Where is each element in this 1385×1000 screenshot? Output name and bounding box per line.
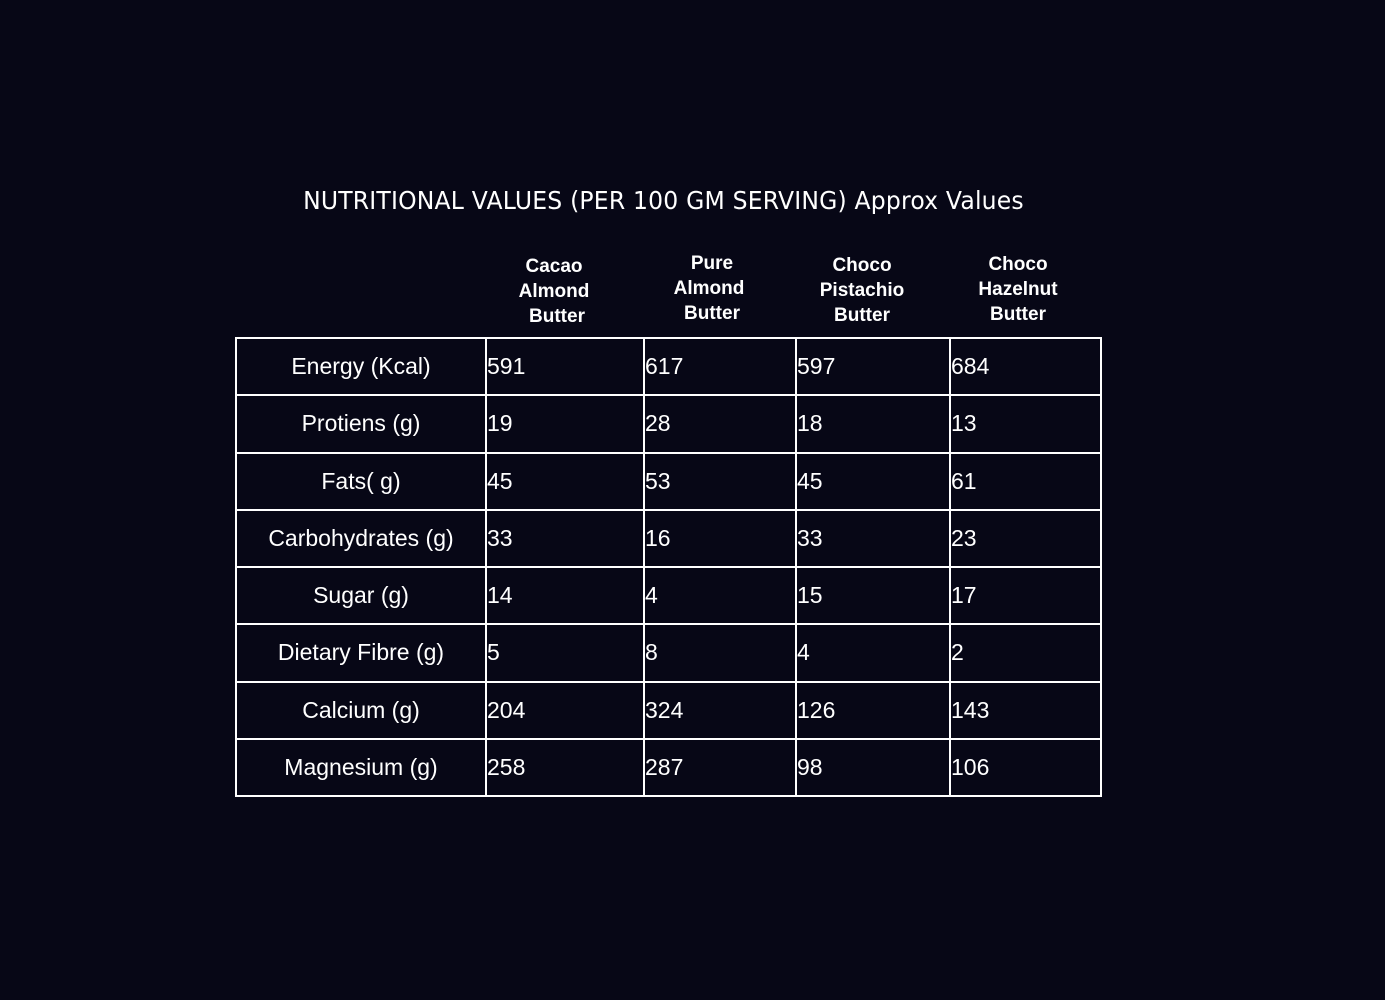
value-cell: 23 [949,508,1102,569]
row-label: Fats( g) [235,451,487,511]
column-header-cacao-almond-butter: Cacao Almond Butter [479,254,629,329]
column-header-line: Almond [518,281,590,302]
table-row: Carbohydrates (g) 33 16 33 23 [235,508,1102,569]
row-label: Carbohydrates (g) [235,508,487,569]
column-header-line: Pistachio [819,280,905,301]
value-cell: 15 [795,565,951,626]
row-label: Protiens (g) [235,394,487,454]
value-cell: 204 [485,680,645,740]
table-row: Magnesium (g) 258 287 98 106 [235,737,1102,798]
value-cell: 45 [485,451,645,511]
value-cell: 33 [485,508,645,569]
value-cell: 258 [485,737,645,798]
value-cell: 13 [949,394,1102,454]
page-title: NUTRITIONAL VALUES (PER 100 GM SERVING) … [303,186,1024,215]
value-cell: 53 [643,451,797,511]
row-label: Energy (Kcal) [235,336,487,397]
value-cell: 126 [795,680,951,740]
column-header-line: Choco [832,255,892,276]
value-cell: 617 [643,336,797,397]
row-label: Magnesium (g) [235,737,487,798]
nutrition-table: Energy (Kcal) 591 617 597 684 Protiens (… [235,336,1102,798]
value-cell: 324 [643,680,797,740]
value-cell: 287 [643,737,797,798]
value-cell: 106 [949,737,1102,798]
table-row: Sugar (g) 14 4 15 17 [235,565,1102,626]
value-cell: 17 [949,565,1102,626]
value-cell: 684 [949,336,1102,397]
column-header-line: Pure [690,253,734,274]
value-cell: 28 [643,394,797,454]
row-label: Sugar (g) [235,565,487,626]
table-row: Energy (Kcal) 591 617 597 684 [235,336,1102,397]
value-cell: 16 [643,508,797,569]
value-cell: 597 [795,336,951,397]
column-header-line: Butter [529,306,585,327]
value-cell: 4 [795,623,951,683]
column-header-line: Almond [673,278,745,299]
value-cell: 45 [795,451,951,511]
column-header-line: Butter [990,304,1046,325]
column-header-line: Choco [988,254,1048,275]
value-cell: 14 [485,565,645,626]
row-label: Calcium (g) [235,680,487,740]
column-header-pure-almond-butter: Pure Almond Butter [637,251,787,326]
value-cell: 19 [485,394,645,454]
row-label: Dietary Fibre (g) [235,623,487,683]
value-cell: 4 [643,565,797,626]
value-cell: 61 [949,451,1102,511]
value-cell: 98 [795,737,951,798]
value-cell: 8 [643,623,797,683]
value-cell: 143 [949,680,1102,740]
value-cell: 5 [485,623,645,683]
value-cell: 18 [795,394,951,454]
column-header-choco-pistachio-butter: Choco Pistachio Butter [787,253,937,328]
value-cell: 33 [795,508,951,569]
table-row: Protiens (g) 19 28 18 13 [235,394,1102,454]
table-row: Fats( g) 45 53 45 61 [235,451,1102,511]
column-header-line: Butter [684,303,740,324]
column-header-line: Butter [834,305,890,326]
column-header-line: Cacao [525,256,583,277]
table-row: Calcium (g) 204 324 126 143 [235,680,1102,740]
column-header-line: Hazelnut [978,279,1058,300]
column-header-choco-hazelnut-butter: Choco Hazelnut Butter [943,252,1093,327]
value-cell: 2 [949,623,1102,683]
table-row: Dietary Fibre (g) 5 8 4 2 [235,623,1102,683]
value-cell: 591 [485,336,645,397]
